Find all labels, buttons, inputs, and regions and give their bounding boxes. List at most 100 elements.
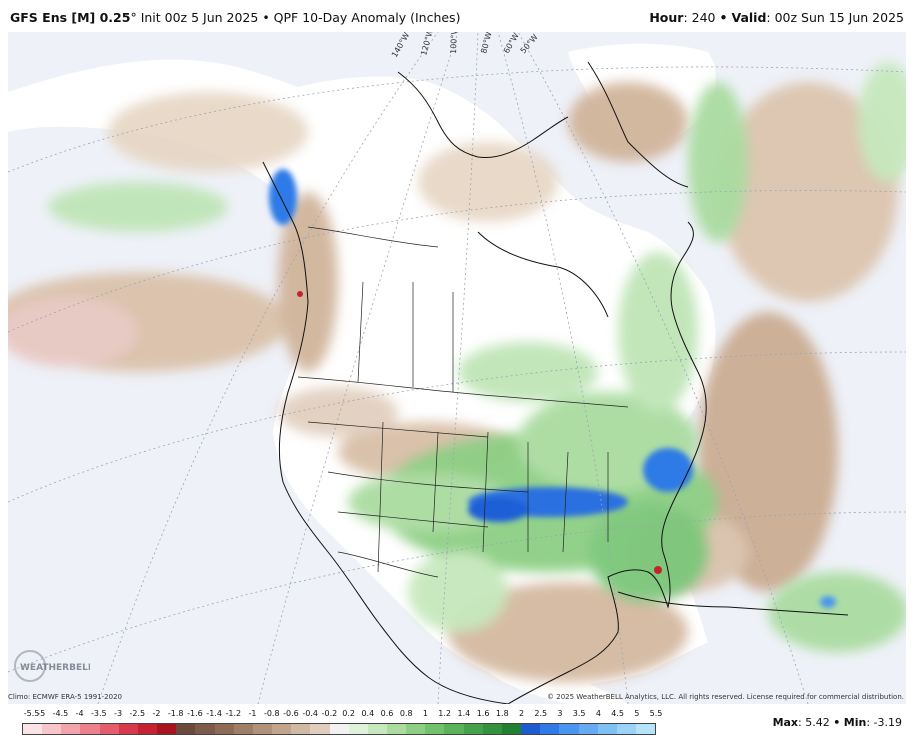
legend-swatch [329,724,349,734]
legend-swatch [425,724,445,734]
legend-tick-label: -4 [75,709,84,718]
legend-tick-label: -1.6 [187,709,203,718]
legend-swatch [233,724,253,734]
legend-tick-label: 0.2 [342,709,355,718]
legend-swatch [137,724,158,734]
legend-tick-label: -2 [152,709,161,718]
very-wet-anomalies [269,169,836,608]
lon-label-100w: 100°W [449,32,459,54]
qpf-anomaly-map: 140°W 120°W 100°W 80°W 60°W 50°W [8,32,906,704]
init-time: Init 00z 5 Jun 2025 [140,10,259,25]
legend-tick-label: 1.8 [495,709,509,718]
legend-tick-label: -1.2 [225,709,242,718]
legend-swatch [559,724,579,734]
header-bar: GFS Ens [M] 0.25° Init 00z 5 Jun 2025 • … [0,0,914,32]
legend-tick-label: -5 [37,709,46,718]
legend-swatch [80,724,100,734]
legend-tick-label: -3.5 [91,709,107,718]
political-borders [297,226,629,578]
max-label: Max [772,716,799,729]
dry-anomalies [8,82,898,682]
legend-tick-label: 4 [595,709,601,718]
legend-swatch [195,724,215,734]
legend-tick-label: -0.6 [283,709,299,718]
legend-tick-label: 1 [422,709,428,718]
legend-swatch [176,724,196,734]
legend-tick-label: -0.2 [321,709,338,718]
legend-swatch [463,724,483,734]
legend-swatch [214,724,234,734]
legend-swatch [597,724,617,734]
legend-swatch [252,724,273,734]
legend-swatch [501,724,522,734]
legend-swatch [61,724,81,734]
copyright-note: © 2025 WeatherBELL Analytics, LLC. All r… [547,693,904,701]
legend-labels: -5.5 -5 -4.5 -4 -3.5 -3 -2.5 -2 -1.8 -1.6 -1.4 -1.2… [22,709,663,721]
legend-tick-label: -0.4 [302,709,318,718]
legend-swatch [157,724,177,734]
legend-swatch [444,724,464,734]
legend-swatch [42,724,62,734]
legend-tick-label: 3.5 [572,709,586,718]
max-min-readout: Max: 5.42 • Min: -3.19 [773,716,902,729]
legend-swatch [291,724,311,734]
legend-swatch [367,724,387,734]
extreme-spot-bc-coast [297,291,303,297]
legend-swatch [578,724,598,734]
coastlines [262,61,849,704]
legend-swatch [386,724,407,734]
header-title: GFS Ens [M] 0.25° Init 00z 5 Jun 2025 • … [10,10,460,25]
degree-mark: ° [130,10,137,25]
legend-tick-label: -2.5 [129,709,146,718]
hour-value: : 240 [683,10,716,25]
legend-tick-label: -5.5 [23,709,40,718]
legend-tick-label: 0.6 [380,709,394,718]
legend-tick-label: 5 [634,709,640,718]
legend-swatch [616,724,636,734]
min-label: Min [843,716,867,729]
legend-swatch [406,724,426,734]
climo-note: Climo: ECMWF ERA-5 1991-2020 [8,693,122,701]
legend-swatch [636,724,656,734]
hour-label: Hour [649,10,684,25]
legend-tick-label: 0.8 [399,709,413,718]
legend-tick-label: 2 [518,709,525,718]
legend-tick-label: 5.5 [649,709,663,718]
legend-swatch [482,724,502,734]
legend-tick-label: -3 [114,709,123,718]
min-value: : -3.19 [866,716,902,729]
legend-tick-label: -0.8 [263,709,280,718]
model-name: GFS Ens [M] 0.25 [10,10,131,25]
valid-value: : 00z Sun 15 Jun 2025 [766,10,904,25]
max-value: : 5.42 [798,716,830,729]
header-valid: Hour: 240 • Valid: 00z Sun 15 Jun 2025 [649,10,904,25]
legend-swatch [118,724,138,734]
land-central-america [488,669,628,704]
legend-swatch [99,724,119,734]
maxmin-bullet: • [833,716,841,729]
legend-swatch [23,724,43,734]
valid-bullet: • [719,10,728,25]
graticule [8,32,906,704]
colorbar-legend: -5.5 -5 -4.5 -4 -3.5 -3 -2.5 -2 -1.8 -1.6 -1.4 -1.2… [22,709,663,739]
legend-tick-label: -1 [248,709,257,718]
legend-tick-label: 2.5 [534,709,548,718]
legend-swatch [348,724,368,734]
legend-tick-label: -4.5 [52,709,69,718]
legend-bar [22,723,656,735]
legend-swatch [540,724,560,734]
legend-tick-label: 0.4 [361,709,375,718]
legend-swatch [310,724,330,734]
valid-label: Valid [731,10,767,25]
legend-tick-label: 3 [557,709,563,718]
svg-text:WEATHERBELL: WEATHERBELL [20,663,90,673]
legend-swatch [521,724,541,734]
legend-tick-label: -1.4 [206,709,222,718]
header-bullet: • [262,10,270,25]
legend-tick-label: 4.5 [611,709,624,718]
legend-tick-label: 1.4 [457,709,471,718]
legend-tick-label: 1.6 [476,709,490,718]
product-name: QPF 10-Day Anomaly (Inches) [273,10,461,25]
legend-tick-label: 1.2 [438,709,452,718]
weatherbell-logo: WEATHERBELL [14,650,90,682]
